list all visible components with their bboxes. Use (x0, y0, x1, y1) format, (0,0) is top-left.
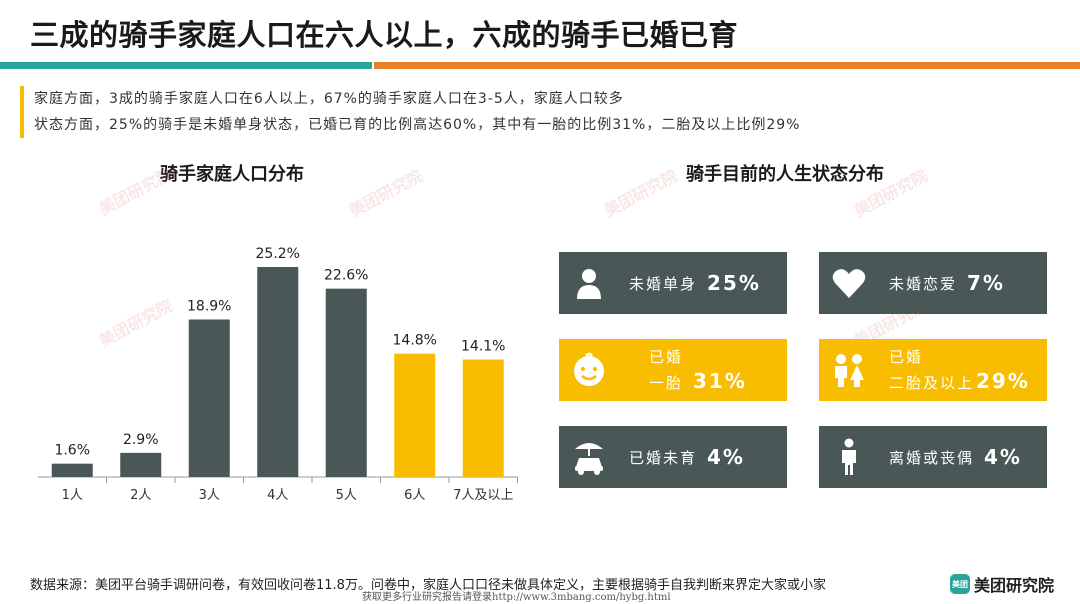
status-label: 未婚恋爱 (889, 274, 958, 293)
bar-data-label: 25.2% (256, 246, 300, 262)
status-value: 25% (707, 271, 761, 295)
left-chart-title: 骑手家庭人口分布 (160, 164, 304, 185)
summary-block: 家庭方面，3成的骑手家庭人口在6人以上，67%的骑手家庭人口在3-5人，家庭人口… (20, 86, 1074, 138)
status-sublabel: 二胎及以上 (889, 374, 975, 392)
x-tick-label: 6人 (404, 488, 425, 503)
status-card-one-child: 已婚 一胎 31% (559, 339, 787, 401)
standing-person-icon (842, 438, 856, 475)
two-children-icon (835, 354, 864, 387)
bar-7 (462, 359, 504, 477)
status-card-two-children: 已婚 二胎及以上 29% (819, 339, 1047, 401)
status-label: 已婚 (649, 348, 684, 366)
status-value: 7% (967, 271, 1005, 295)
car-umbrella-icon (575, 443, 603, 475)
x-tick-label: 4人 (267, 488, 288, 503)
meituan-logo-icon: 美团 (950, 574, 970, 594)
bar-data-label: 22.6% (324, 268, 368, 284)
bar-data-label: 1.6% (54, 443, 90, 459)
status-label: 已婚 (889, 348, 924, 366)
bar-1 (51, 463, 93, 477)
person-icon (577, 269, 601, 299)
summary-line-status: 状态方面，25%的骑手是未婚单身状态，已婚已育的比例高达60%，其中有一胎的比例… (34, 117, 801, 133)
baby-face-icon (574, 352, 604, 386)
status-card-married-no-child: 已婚未育 4% (559, 426, 787, 488)
bar-data-label: 2.9% (123, 432, 159, 448)
status-value: 31% (693, 369, 747, 393)
x-tick-label: 2人 (130, 488, 151, 503)
status-card-divorced-widowed: 离婚或丧偶 4% (819, 426, 1047, 488)
x-tick-label: 3人 (199, 488, 220, 503)
brand-name: 美团研究院 (974, 576, 1055, 595)
brand: 美团 美团研究院 (950, 572, 1054, 596)
download-note: 获取更多行业研究报告请登录http://www.3mbang.com/hybg.… (362, 592, 671, 603)
bar-5 (325, 288, 367, 477)
status-value: 4% (984, 445, 1022, 469)
status-value: 4% (707, 445, 745, 469)
status-label: 离婚或丧偶 (889, 448, 975, 467)
bar-6 (394, 353, 436, 477)
status-card-single: 未婚单身 25% (559, 252, 787, 314)
title-divider-teal (0, 62, 372, 69)
bar-data-label: 14.8% (393, 333, 437, 349)
bar-data-label: 14.1% (461, 339, 505, 355)
status-card-dating: 未婚恋爱 7% (819, 252, 1047, 314)
bar-4 (257, 267, 299, 477)
x-tick-label: 7人及以上 (453, 488, 513, 503)
right-chart-title: 骑手目前的人生状态分布 (686, 164, 884, 185)
status-label: 未婚单身 (629, 274, 698, 293)
page-title: 三成的骑手家庭人口在六人以上，六成的骑手已婚已育 (30, 18, 739, 52)
data-source-note: 数据来源：美团平台骑手调研问卷，有效回收问卷11.8万。问卷中，家庭人口口径未做… (30, 578, 826, 593)
bar-data-label: 18.9% (187, 299, 231, 315)
status-label: 已婚未育 (629, 448, 698, 467)
watermark: 美团研究院 (600, 166, 681, 221)
x-tick-label: 1人 (62, 488, 83, 503)
title-divider-orange (374, 62, 1080, 69)
status-sublabel: 一胎 (649, 374, 684, 392)
status-value: 29% (976, 369, 1030, 393)
bar-3 (188, 319, 230, 477)
household-size-bar-chart: 1.6% 1人 2.9% 2人 18.9% 3人 25.2% 4人 22.6% 5人 14.8% 6人… (38, 246, 518, 503)
watermark: 美团研究院 (345, 166, 426, 221)
heart-icon (832, 269, 866, 298)
summary-line-family: 家庭方面，3成的骑手家庭人口在6人以上，67%的骑手家庭人口在3-5人，家庭人口… (34, 91, 624, 107)
bar-2 (120, 452, 162, 477)
x-tick-label: 5人 (336, 488, 357, 503)
